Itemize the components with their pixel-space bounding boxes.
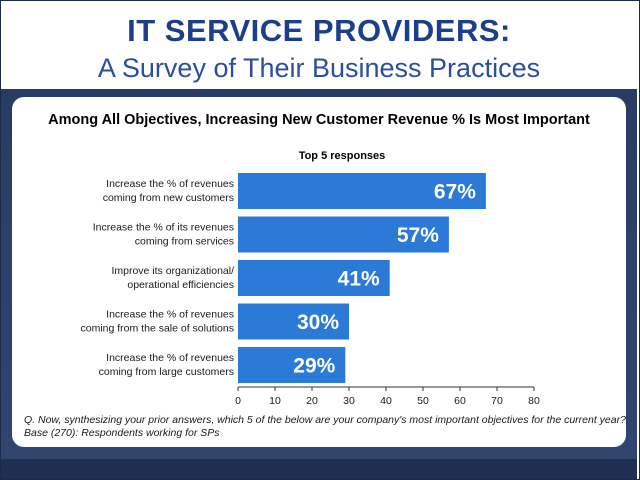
category-label: coming from the sale of solutions bbox=[81, 323, 235, 335]
category-label: Increase the % of revenues bbox=[106, 352, 234, 364]
chart-title: Among All Objectives, Increasing New Cus… bbox=[48, 112, 590, 128]
x-tick-label: 80 bbox=[528, 395, 540, 407]
x-tick-label: 0 bbox=[235, 395, 241, 407]
bar bbox=[238, 216, 449, 253]
category-label: Improve its organizational/ bbox=[111, 265, 234, 277]
category-label: coming from large customers bbox=[99, 366, 234, 378]
data-label: 30% bbox=[297, 311, 339, 334]
chart-panel: Among All Objectives, Increasing New Cus… bbox=[12, 97, 626, 447]
data-label: 57% bbox=[397, 224, 439, 247]
footer-bar bbox=[1, 459, 637, 479]
chart-subtitle: Top 5 responses bbox=[298, 150, 386, 162]
data-label: 41% bbox=[338, 268, 380, 291]
bar bbox=[238, 303, 349, 340]
x-tick-label: 50 bbox=[417, 395, 429, 407]
x-tick-label: 20 bbox=[306, 395, 318, 407]
category-label: Increase the % of revenues bbox=[106, 178, 234, 190]
x-tick-label: 30 bbox=[343, 395, 355, 407]
slide-title: IT SERVICE PROVIDERS: bbox=[127, 13, 511, 48]
footnote: Q. Now, synthesizing your prior answers,… bbox=[24, 414, 626, 440]
category-label: coming from services bbox=[135, 236, 234, 248]
x-tick-label: 10 bbox=[269, 395, 281, 407]
footnote-question: Q. Now, synthesizing your prior answers,… bbox=[24, 414, 626, 426]
category-label: Increase the % of revenues bbox=[106, 309, 234, 321]
data-label: 67% bbox=[434, 181, 476, 204]
x-tick-label: 60 bbox=[454, 395, 466, 407]
bar bbox=[238, 347, 346, 383]
category-label: operational efficiencies bbox=[127, 279, 234, 291]
bar bbox=[238, 173, 486, 209]
category-label: Increase the % of its revenues bbox=[93, 222, 234, 234]
slide-subtitle: A Survey of Their Business Practices bbox=[97, 53, 541, 83]
footnote-base: Base (270): Respondents working for SPs bbox=[24, 427, 220, 439]
x-tick-label: 70 bbox=[491, 395, 503, 407]
category-label: coming from new customers bbox=[103, 192, 234, 204]
bar-chart: 67% Increase the % of revenues coming from… bbox=[81, 173, 540, 407]
slide-header: IT SERVICE PROVIDERS: A Survey of Their … bbox=[1, 1, 637, 88]
data-label: 29% bbox=[293, 355, 335, 378]
x-tick-label: 40 bbox=[380, 395, 392, 407]
bar bbox=[238, 260, 390, 296]
